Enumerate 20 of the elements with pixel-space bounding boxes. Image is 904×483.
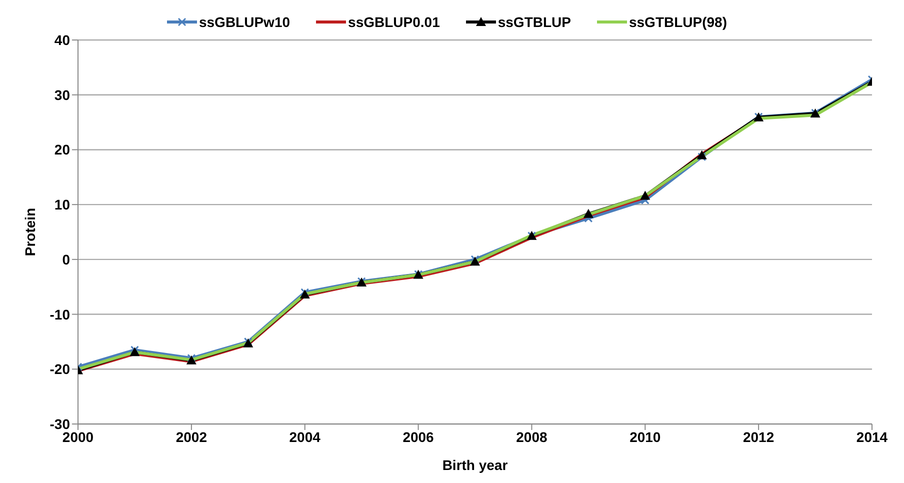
y-tick-label: 0 bbox=[62, 251, 70, 268]
y-axis-title: Protein bbox=[22, 208, 38, 256]
legend-label: ssGTBLUP bbox=[498, 14, 571, 30]
x-tick-label: 2002 bbox=[176, 428, 208, 445]
x-tick-label: 2012 bbox=[742, 428, 774, 445]
legend-label: ssGBLUPw10 bbox=[198, 14, 290, 30]
legend-label: ssGTBLUP(98) bbox=[628, 14, 728, 30]
x-tick-label: 2014 bbox=[856, 428, 888, 445]
y-tick-label: -20 bbox=[50, 361, 70, 378]
y-tick-label: 40 bbox=[54, 32, 70, 48]
y-tick-label: 20 bbox=[54, 142, 70, 158]
x-axis-title: Birth year bbox=[442, 457, 508, 473]
x-tick-label: 2010 bbox=[630, 428, 661, 445]
x-tick-label: 2006 bbox=[402, 428, 434, 445]
y-tick-label: -10 bbox=[50, 306, 70, 322]
legend-label: ssGBLUP0.01 bbox=[348, 14, 440, 30]
x-tick-label: 2008 bbox=[516, 428, 548, 445]
x-tick-label: 2004 bbox=[289, 428, 321, 445]
y-tick-label: 10 bbox=[54, 196, 70, 213]
y-tick-label: 30 bbox=[54, 86, 70, 103]
